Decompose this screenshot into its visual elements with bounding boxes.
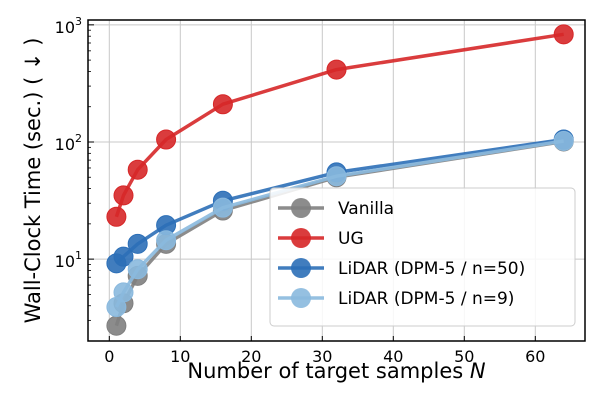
series-LiDAR (DPM-5 / n=9) (106, 130, 574, 318)
data-point (127, 159, 148, 180)
data-point (106, 315, 127, 336)
data-point (212, 94, 233, 115)
y-tick-label: 103 (55, 15, 82, 37)
legend-item: LiDAR (DPM-5 / n=9) (278, 288, 514, 309)
series-UG (106, 24, 574, 227)
data-point (326, 166, 347, 187)
x-tick-label: 50 (454, 347, 474, 366)
data-point (127, 233, 148, 254)
data-point (553, 24, 574, 45)
data-point (156, 230, 177, 251)
x-axis-title: Number of target samples N (187, 359, 485, 383)
legend-item: LiDAR (DPM-5 / n=50) (278, 258, 525, 279)
legend-swatch-marker (291, 228, 311, 248)
data-point (553, 130, 574, 151)
legend-swatch-marker (291, 198, 311, 218)
legend-label: Vanilla (338, 199, 394, 219)
data-point (156, 129, 177, 150)
axis-ticks: 0 10 20 30 40 50 60 101 102 103 (55, 15, 546, 366)
y-tick-label: 102 (55, 132, 82, 154)
data-point (127, 259, 148, 280)
data-point (113, 185, 134, 206)
data-point (113, 282, 134, 303)
plot-frame (87, 19, 586, 342)
legend: Vanilla UG LiDAR (DPM-5 / n=50) LiDAR (DPM-… (269, 187, 576, 327)
legend-swatch-marker (291, 288, 311, 308)
data-point (326, 59, 347, 80)
x-tick-label: 10 (170, 347, 190, 366)
x-tick-label: 20 (241, 347, 261, 366)
legend-item: Vanilla (278, 198, 394, 219)
plot-series (106, 24, 574, 336)
legend-label: LiDAR (DPM-5 / n=50) (338, 259, 525, 279)
data-point (113, 246, 134, 267)
x-tick-label: 60 (525, 347, 545, 366)
x-tick-label: 30 (312, 347, 332, 366)
grid (88, 20, 585, 341)
data-point (106, 206, 127, 227)
y-axis-title: Wall-Clock Time (sec.) ( ↓ ) (21, 38, 45, 324)
legend-label: UG (338, 229, 364, 249)
x-tick-label: 40 (383, 347, 403, 366)
data-point (212, 197, 233, 218)
legend-swatch-marker (291, 258, 311, 278)
legend-label: LiDAR (DPM-5 / n=9) (338, 289, 514, 309)
legend-box (269, 187, 576, 327)
legend-item: UG (278, 228, 364, 249)
y-tick-label: 101 (55, 249, 82, 271)
x-tick-label: 0 (104, 347, 114, 366)
